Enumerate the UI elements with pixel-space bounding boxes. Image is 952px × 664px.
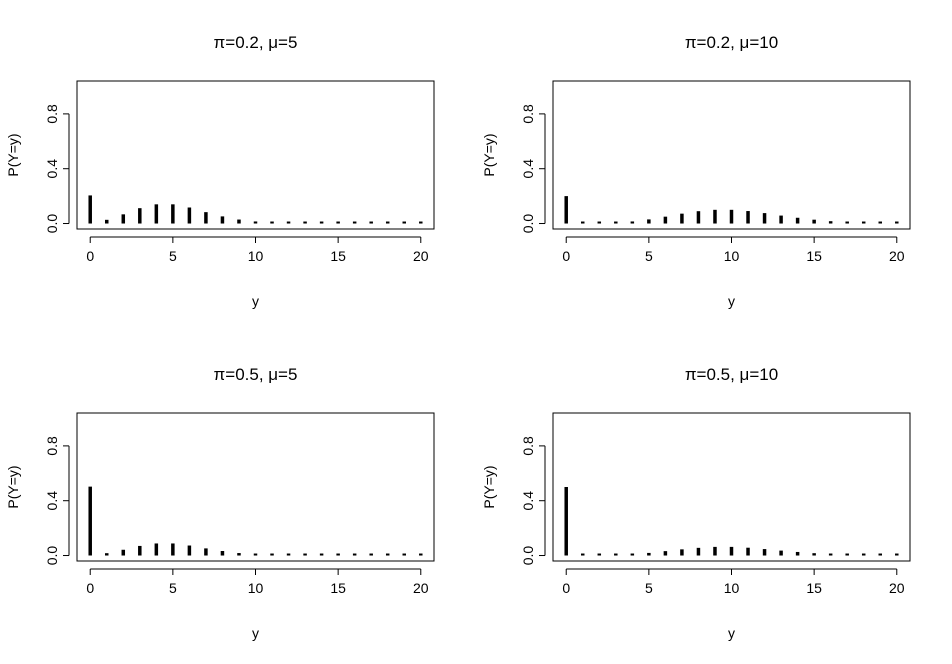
chart-panel-1: π=0.2, μ=5 0 5 10 15 20 0.0 0.4 0.8 y P(Y=y)	[0, 0, 476, 332]
x-axis-label: y	[252, 625, 259, 641]
x-tick-label: 15	[330, 248, 346, 264]
y-tick-label: 0.0	[520, 214, 536, 234]
y-tick-label: 0.0	[44, 214, 60, 234]
x-tick-label: 10	[248, 248, 264, 264]
y-axis-label: P(Y=y)	[5, 465, 21, 508]
y-tick-label: 0.4	[44, 491, 60, 511]
chart-svg: π=0.2, μ=10 0 5 10 15 20 0.0 0.4 0.8 y P(Y=y)	[481, 33, 911, 309]
x-axis-label: y	[728, 625, 735, 641]
x-tick-label: 5	[645, 580, 653, 596]
chart-panel-2: π=0.2, μ=10 0 5 10 15 20 0.0 0.4 0.8 y P(Y=y)	[476, 0, 952, 332]
y-tick-label: 0.8	[520, 436, 536, 456]
chart-svg: π=0.2, μ=5 0 5 10 15 20 0.0 0.4 0.8 y P(Y=y)	[5, 33, 435, 309]
x-tick-label: 5	[169, 580, 177, 596]
y-tick-label: 0.4	[520, 159, 536, 179]
x-tick-label: 20	[889, 248, 905, 264]
chart-svg: π=0.5, μ=10 0 5 10 15 20 0.0 0.4 0.8 y P(Y=y)	[481, 365, 911, 641]
x-tick-label: 20	[413, 248, 429, 264]
x-tick-label: 0	[86, 248, 94, 264]
y-tick-label: 0.4	[520, 491, 536, 511]
x-tick-label: 10	[248, 580, 264, 596]
chart-title: π=0.5, μ=10	[685, 365, 778, 384]
x-tick-label: 20	[889, 580, 905, 596]
chart-title: π=0.2, μ=10	[685, 33, 778, 52]
y-tick-label: 0.4	[44, 159, 60, 179]
x-tick-label: 0	[86, 580, 94, 596]
x-tick-label: 15	[330, 580, 346, 596]
chart-svg: π=0.5, μ=5 0 5 10 15 20 0.0 0.4 0.8 y P(Y=y)	[5, 365, 435, 641]
x-tick-label: 0	[562, 580, 570, 596]
y-tick-label: 0.0	[520, 546, 536, 566]
y-axis-label: P(Y=y)	[481, 133, 497, 176]
chart-title: π=0.2, μ=5	[214, 33, 298, 52]
y-tick-label: 0.8	[44, 436, 60, 456]
x-tick-label: 10	[724, 580, 740, 596]
x-axis-label: y	[728, 293, 735, 309]
x-tick-label: 5	[645, 248, 653, 264]
chart-panel-4: π=0.5, μ=10 0 5 10 15 20 0.0 0.4 0.8 y P(Y=y)	[476, 332, 952, 664]
x-tick-label: 10	[724, 248, 740, 264]
x-tick-label: 20	[413, 580, 429, 596]
plot-frame	[552, 80, 911, 230]
y-tick-label: 0.8	[520, 104, 536, 124]
x-tick-label: 15	[806, 580, 822, 596]
x-tick-label: 5	[169, 248, 177, 264]
chart-panel-3: π=0.5, μ=5 0 5 10 15 20 0.0 0.4 0.8 y P(Y=y)	[0, 332, 476, 664]
y-tick-label: 0.8	[44, 104, 60, 124]
y-axis-label: P(Y=y)	[481, 465, 497, 508]
plot-frame	[76, 412, 435, 562]
plot-frame	[76, 80, 435, 230]
x-tick-label: 0	[562, 248, 570, 264]
x-tick-label: 15	[806, 248, 822, 264]
y-tick-label: 0.0	[44, 546, 60, 566]
x-axis-label: y	[252, 293, 259, 309]
chart-title: π=0.5, μ=5	[214, 365, 298, 384]
plot-frame	[552, 412, 911, 562]
y-axis-label: P(Y=y)	[5, 133, 21, 176]
